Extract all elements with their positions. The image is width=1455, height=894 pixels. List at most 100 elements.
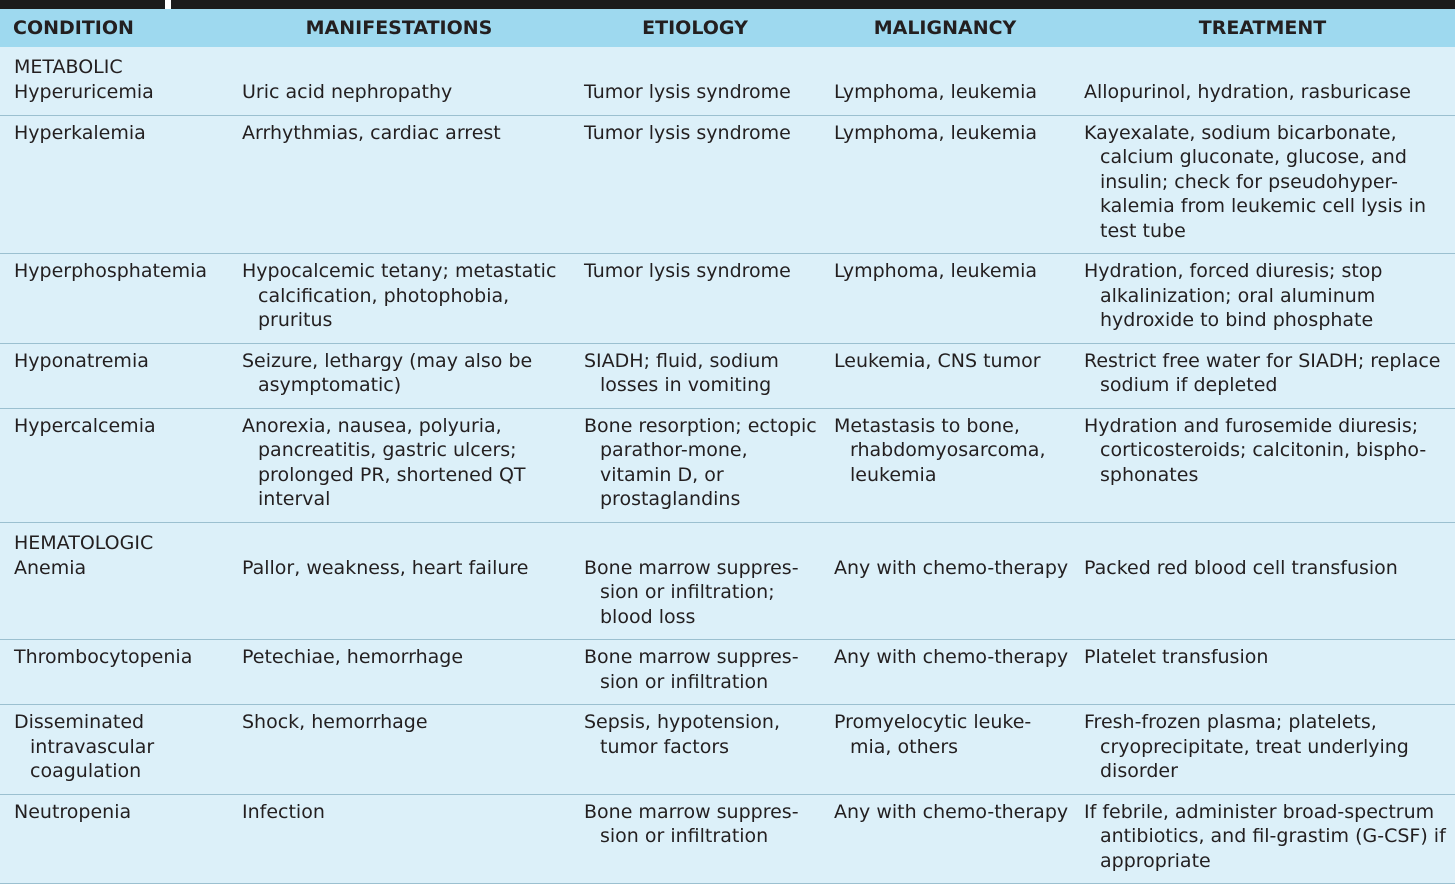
cell-condition: Hyperuricemia	[0, 80, 228, 116]
cell-etiology: SIADH; fluid, sodium losses in vomiting	[570, 343, 820, 409]
cell-text: Promyelocytic leuke-mia, others	[834, 711, 1032, 758]
cell-condition: Hyperphosphatemia	[0, 253, 228, 344]
header-malignancy: MALIGNANCY	[820, 9, 1070, 47]
cell-manifestations: Anorexia, nausea, polyuria, pancreatitis…	[228, 408, 570, 523]
cell-etiology: Tumor lysis syndrome	[570, 253, 820, 344]
cell-malignancy: Leukemia, CNS tumor	[820, 343, 1070, 409]
cell-text: Sepsis, hypotension, tumor factors	[584, 711, 781, 758]
cell-text: Bone marrow suppres-sion or infiltration	[584, 800, 799, 848]
cell-treatment: Fresh-frozen plasma; platelets, cryoprec…	[1070, 704, 1455, 795]
cell-condition: Hyponatremia	[0, 343, 228, 409]
cell-text: Restrict free water for SIADH; replace s…	[1084, 349, 1441, 397]
table-row: Hypercalcemia Anorexia, nausea, polyuria…	[0, 408, 1455, 523]
cell-condition: Anemia	[0, 555, 228, 640]
cell-text: Lymphoma, leukemia	[834, 260, 1038, 282]
cell-etiology: Tumor lysis syndrome	[570, 115, 820, 254]
cell-manifestations: Infection	[228, 794, 570, 884]
cell-text: If febrile, administer broad-spectrum an…	[1084, 800, 1446, 872]
cell-text: Platelet transfusion	[1084, 646, 1269, 668]
cell-etiology: Sepsis, hypotension, tumor factors	[570, 704, 820, 795]
table-row: Thrombocytopenia Petechiae, hemorrhage B…	[0, 639, 1455, 705]
top-rule	[171, 0, 1455, 9]
cell-text: Hypocalcemic tetany; metastatic calcific…	[242, 260, 557, 331]
cell-malignancy: Promyelocytic leuke-mia, others	[820, 704, 1070, 795]
cell-text: Lymphoma, leukemia	[834, 81, 1038, 103]
cell-treatment: Hydration, forced diuresis; stop alkalin…	[1070, 253, 1455, 344]
header-etiology: ETIOLOGY	[570, 9, 820, 47]
cell-manifestations: Arrhythmias, cardiac arrest	[228, 115, 570, 254]
cell-text: Pallor, weakness, heart failure	[242, 556, 529, 579]
cell-manifestations: Petechiae, hemorrhage	[228, 639, 570, 705]
cell-text: Metastasis to bone, rhabdomyosarcoma, le…	[834, 414, 1046, 486]
cell-text: Seizure, lethargy (may also be asymptoma…	[242, 349, 533, 397]
group-label-hematologic: HEMATOLOGIC	[14, 531, 154, 554]
cell-treatment: If febrile, administer broad-spectrum an…	[1070, 794, 1455, 884]
table-row: Disseminated intravascular coagulation S…	[0, 704, 1455, 795]
cell-malignancy: Any with chemo-therapy	[820, 555, 1070, 640]
group-label-metabolic: METABOLIC	[14, 56, 123, 78]
cell-text: Uric acid nephropathy	[242, 81, 453, 103]
table-header-row: CONDITION MANIFESTATIONS ETIOLOGY MALIGN…	[0, 9, 1455, 47]
cell-etiology: Bone resorption; ectopic parathor-mone, …	[570, 408, 820, 523]
group-row-hematologic: HEMATOLOGIC	[0, 522, 1455, 556]
group-row-metabolic: METABOLIC	[0, 47, 1455, 80]
table-row: Hyperphosphatemia Hypocalcemic tetany; m…	[0, 253, 1455, 344]
cell-etiology: Bone marrow suppres-sion or infiltration	[570, 639, 820, 705]
cell-treatment: Allopurinol, hydration, rasburicase	[1070, 80, 1455, 116]
conditions-table: CONDITION MANIFESTATIONS ETIOLOGY MALIGN…	[0, 9, 1455, 884]
cell-text: Hydration, forced diuresis; stop alkalin…	[1084, 260, 1383, 331]
cell-malignancy: Any with chemo-therapy	[820, 794, 1070, 884]
table-row: Anemia Pallor, weakness, heart failure B…	[0, 555, 1455, 640]
cell-text: Any with chemo-therapy	[834, 556, 1069, 579]
cell-text: Any with chemo-therapy	[834, 646, 1069, 668]
cell-text: Petechiae, hemorrhage	[242, 646, 464, 668]
cell-text: Bone marrow suppres-sion or infiltration	[584, 646, 799, 693]
cell-manifestations: Hypocalcemic tetany; metastatic calcific…	[228, 253, 570, 344]
cell-manifestations: Shock, hemorrhage	[228, 704, 570, 795]
cell-text: Leukemia, CNS tumor	[834, 349, 1041, 372]
cell-etiology: Bone marrow suppres-sion or infiltration…	[570, 555, 820, 640]
cell-text: Tumor lysis syndrome	[584, 81, 791, 103]
table-row: Hyperuricemia Uric acid nephropathy Tumo…	[0, 80, 1455, 116]
cell-treatment: Platelet transfusion	[1070, 639, 1455, 705]
cell-malignancy: Lymphoma, leukemia	[820, 253, 1070, 344]
table-row: Hyperkalemia Arrhythmias, cardiac arrest…	[0, 115, 1455, 254]
cell-treatment: Restrict free water for SIADH; replace s…	[1070, 343, 1455, 409]
cell-text: Kayexalate, sodium bicarbonate, calcium …	[1084, 121, 1426, 242]
cell-condition: Thrombocytopenia	[0, 639, 228, 705]
cell-text: Bone resorption; ectopic parathor-mone, …	[584, 414, 817, 511]
cell-text: Packed red blood cell transfusion	[1084, 556, 1398, 579]
header-treatment: TREATMENT	[1070, 9, 1455, 47]
cell-manifestations: Uric acid nephropathy	[228, 80, 570, 116]
cell-condition: Hyperkalemia	[0, 115, 228, 254]
cell-malignancy: Lymphoma, leukemia	[820, 115, 1070, 254]
cell-text: Arrhythmias, cardiac arrest	[242, 121, 501, 144]
cell-text: SIADH; fluid, sodium losses in vomiting	[584, 349, 779, 397]
cell-text: Tumor lysis syndrome	[584, 260, 791, 282]
cell-treatment: Kayexalate, sodium bicarbonate, calcium …	[1070, 115, 1455, 254]
cell-text: Shock, hemorrhage	[242, 711, 428, 733]
cell-malignancy: Lymphoma, leukemia	[820, 80, 1070, 116]
cell-text: Hydration and furosemide diuresis; corti…	[1084, 414, 1427, 486]
table-row: Hyponatremia Seizure, lethargy (may also…	[0, 343, 1455, 409]
cell-text: Any with chemo-therapy	[834, 800, 1069, 823]
cell-treatment: Hydration and furosemide diuresis; corti…	[1070, 408, 1455, 523]
cell-text: Infection	[242, 800, 325, 823]
cell-text: Bone marrow suppres-sion or infiltration…	[584, 556, 799, 628]
cell-text: Allopurinol, hydration, rasburicase	[1084, 81, 1411, 103]
cell-treatment: Packed red blood cell transfusion	[1070, 555, 1455, 640]
cell-etiology: Tumor lysis syndrome	[570, 80, 820, 116]
cell-text: Disseminated intravascular coagulation	[14, 711, 155, 782]
cell-text: Fresh-frozen plasma; platelets, cryoprec…	[1084, 711, 1409, 782]
cell-etiology: Bone marrow suppres-sion or infiltration	[570, 794, 820, 884]
header-condition: CONDITION	[0, 9, 228, 47]
header-manifestations: MANIFESTATIONS	[228, 9, 570, 47]
cell-text: Lymphoma, leukemia	[834, 121, 1038, 144]
cell-text: Tumor lysis syndrome	[584, 121, 791, 144]
cell-condition: Hypercalcemia	[0, 408, 228, 523]
top-rule	[0, 0, 165, 9]
cell-condition: Neutropenia	[0, 794, 228, 884]
cell-condition: Disseminated intravascular coagulation	[0, 704, 228, 795]
cell-malignancy: Metastasis to bone, rhabdomyosarcoma, le…	[820, 408, 1070, 523]
table-row: Neutropenia Infection Bone marrow suppre…	[0, 794, 1455, 884]
